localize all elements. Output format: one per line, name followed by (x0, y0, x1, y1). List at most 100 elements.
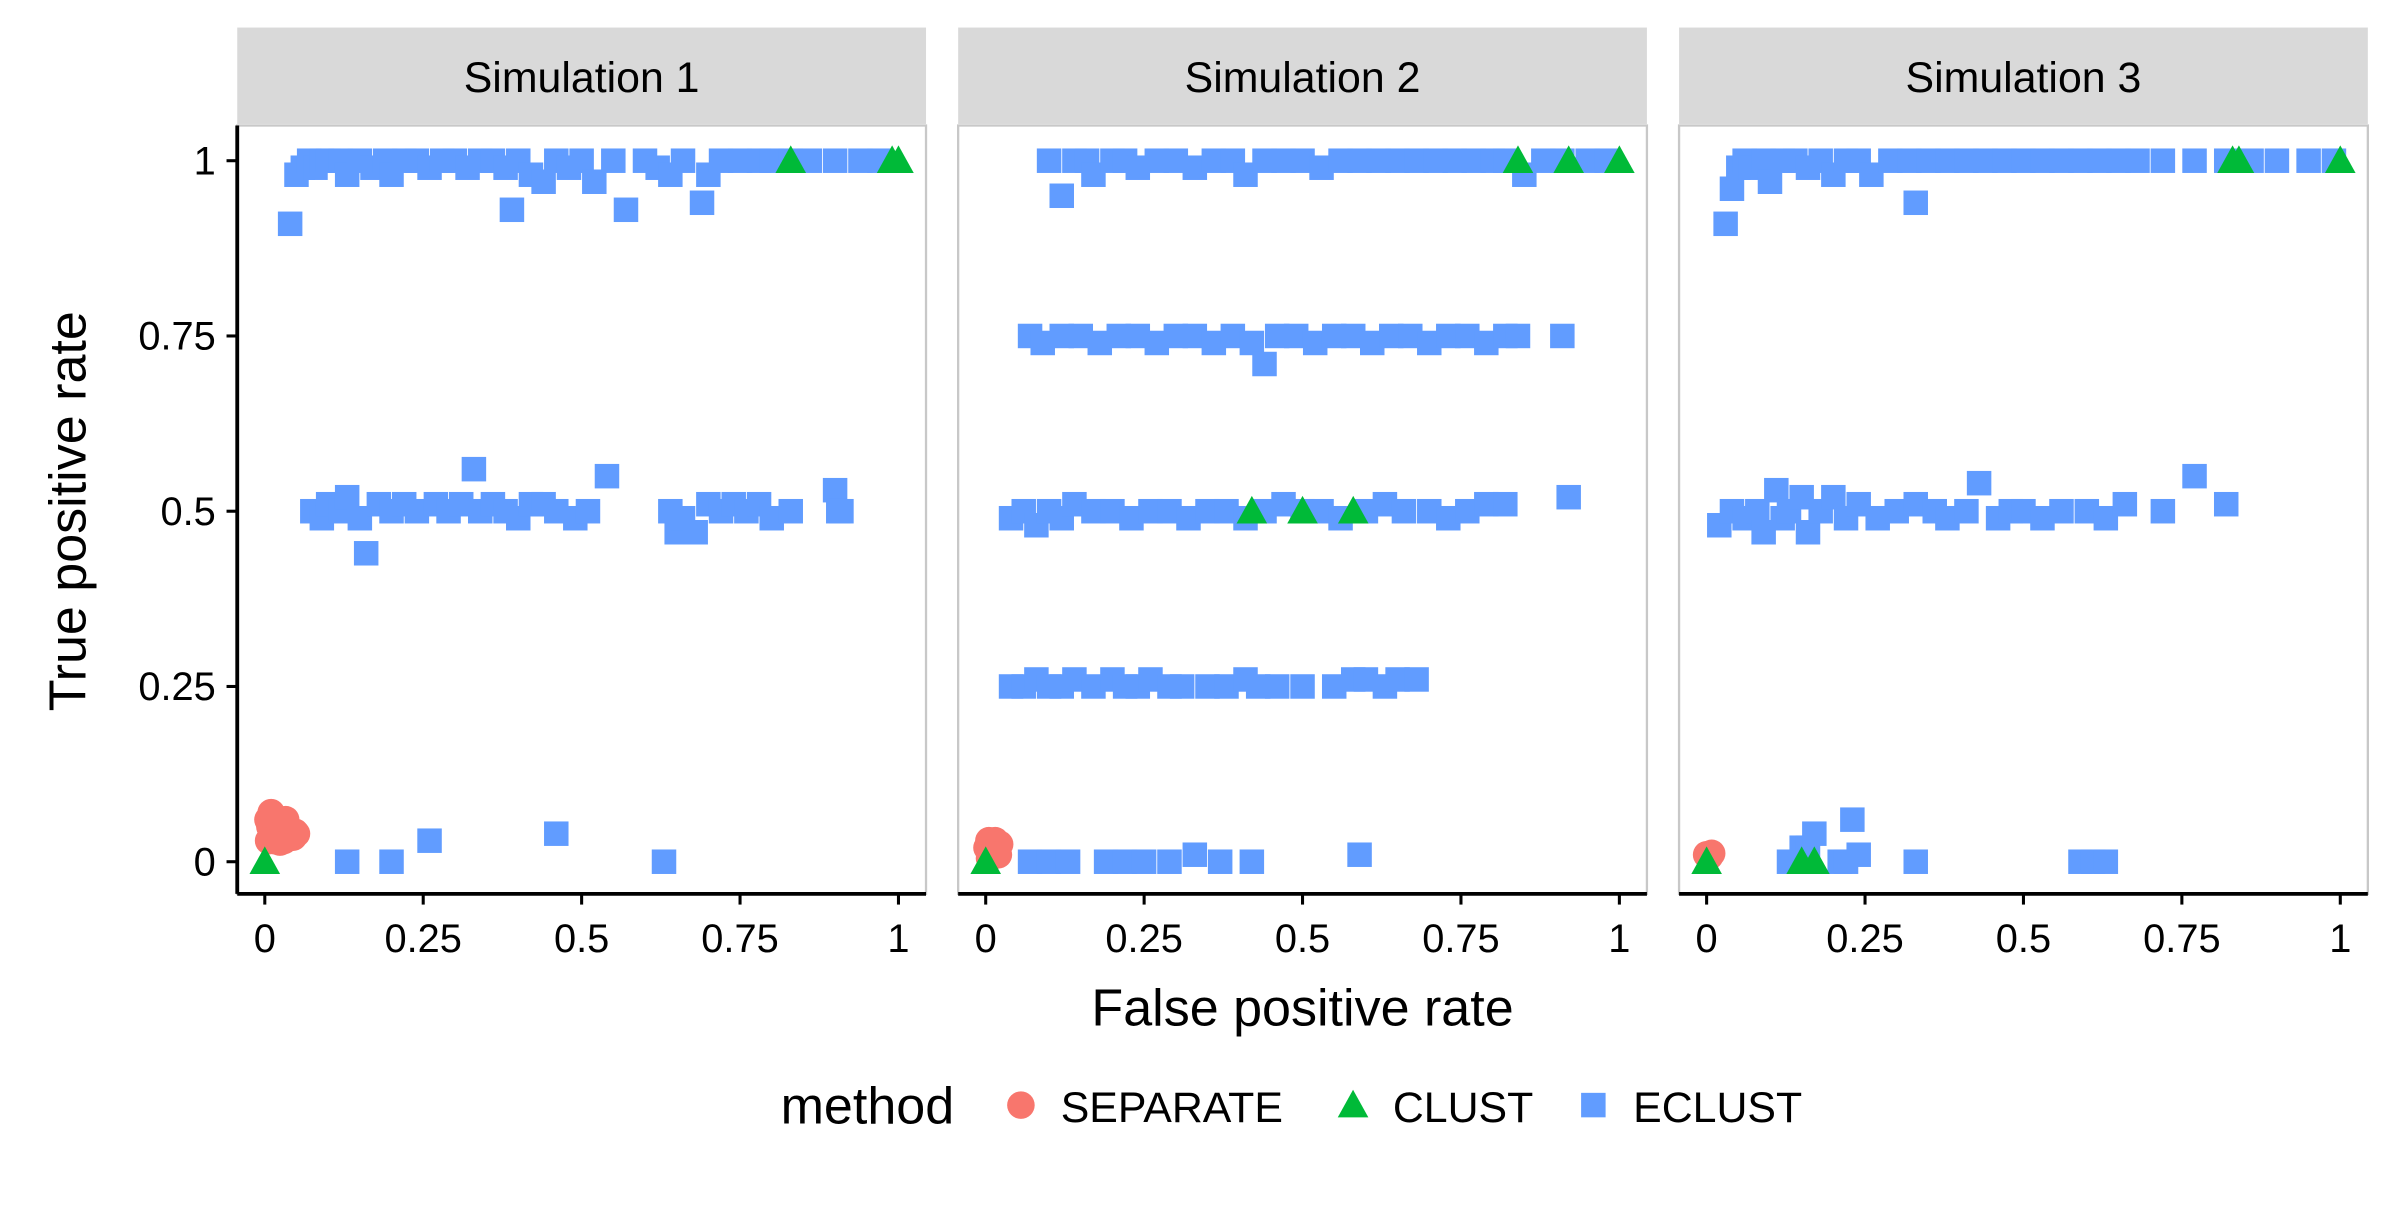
point-clust (1236, 495, 1268, 524)
point-eclust (2150, 498, 2176, 524)
point-eclust (683, 520, 708, 545)
point-eclust (1239, 849, 1265, 874)
series-clust (1691, 145, 2356, 874)
legend-title: method (781, 1077, 955, 1135)
legend-label: SEPARATE (1061, 1084, 1283, 1132)
point-eclust (778, 498, 803, 524)
legend-key-eclust (1581, 1092, 1606, 1118)
point-eclust (1055, 849, 1081, 874)
point-eclust (689, 190, 715, 216)
point-eclust (1404, 667, 1429, 692)
point-eclust (2213, 491, 2239, 517)
panel-1: Simulation 1 0 0.25 0.5 0.75 1 0 0.25 0.5 0.75 1 (138, 27, 928, 961)
point-clust (1337, 495, 1369, 524)
point-eclust (1264, 674, 1290, 699)
panel-2: Simulation 2 0 0.25 0.5 0.75 1 (957, 27, 1649, 961)
point-eclust (1556, 484, 1581, 510)
point-eclust (1764, 477, 1789, 503)
point-eclust (2296, 148, 2321, 173)
point-clust (1799, 846, 1830, 874)
point-eclust (601, 148, 626, 173)
x-tick-label: 0.5 (1275, 917, 1330, 961)
point-eclust (613, 197, 639, 223)
point-eclust (822, 148, 848, 173)
point-clust (1604, 145, 1635, 173)
point-eclust (1713, 211, 1738, 237)
y-tick-label: 0.5 (161, 490, 216, 534)
point-eclust (499, 197, 525, 223)
point-separate (271, 805, 300, 834)
point-clust (876, 145, 908, 173)
point-clust (249, 846, 281, 874)
legend-label: ECLUST (1633, 1084, 1802, 1132)
point-eclust (822, 477, 848, 503)
x-tick-label: 0.25 (384, 917, 461, 961)
point-eclust (1966, 470, 1992, 496)
point-eclust (1757, 169, 1783, 194)
point-clust (2324, 145, 2356, 173)
point-separate (266, 828, 294, 856)
legend-key-clust (1337, 1089, 1369, 1118)
point-eclust (1745, 498, 1770, 524)
point-eclust (829, 498, 854, 524)
point-eclust (2125, 148, 2150, 173)
point-eclust (1131, 849, 1157, 874)
point-eclust (1903, 190, 1928, 216)
y-tick-label: 0 (194, 841, 216, 885)
point-eclust (379, 849, 404, 874)
facet-label: Simulation 1 (464, 54, 700, 102)
point-eclust (1239, 330, 1265, 356)
point-eclust (1493, 491, 1518, 517)
legend-key-separate (1007, 1091, 1035, 1119)
point-eclust (582, 169, 607, 194)
point-eclust (1347, 842, 1372, 867)
point-eclust (277, 211, 303, 237)
point-eclust (569, 148, 594, 173)
facet-label: Simulation 3 (1906, 54, 2142, 102)
facet-strip (958, 27, 1647, 124)
point-clust (1553, 145, 1584, 173)
point-eclust (1036, 148, 1062, 173)
legend-item-clust: CLUST (1337, 1084, 1533, 1132)
point-clust (775, 145, 807, 173)
point-eclust (417, 828, 442, 853)
point-eclust (1846, 842, 1871, 867)
point-eclust (1802, 821, 1827, 846)
point-eclust (334, 484, 360, 510)
x-axis-title: False positive rate (1091, 980, 1513, 1038)
x-tick-label: 1 (2329, 917, 2351, 961)
x-tick-label: 0.5 (554, 917, 609, 961)
point-eclust (1821, 484, 1846, 510)
x-tick-label: 0.5 (1996, 917, 2051, 961)
point-clust (970, 846, 1002, 874)
point-eclust (1049, 183, 1074, 209)
series-eclust (277, 148, 892, 874)
point-eclust (1840, 807, 1865, 832)
point-eclust (2049, 498, 2074, 524)
point-eclust (1290, 674, 1315, 699)
point-eclust (1157, 849, 1182, 874)
point-eclust (1207, 849, 1233, 874)
point-eclust (651, 849, 677, 874)
point-clust (1502, 145, 1534, 173)
point-eclust (1903, 849, 1928, 874)
facet-strip (1679, 27, 2368, 124)
legend-item-eclust: ECLUST (1581, 1084, 1802, 1132)
y-axis-title: True positive rate (40, 311, 98, 711)
series-clust (249, 145, 914, 874)
point-eclust (2182, 463, 2207, 489)
x-tick-label: 0.25 (1105, 917, 1182, 961)
point-eclust (1719, 176, 1745, 201)
x-tick-label: 0.75 (701, 917, 778, 961)
point-eclust (2182, 148, 2207, 173)
panel-3: Simulation 3 0 0.25 0.5 0.75 1 (1677, 27, 2369, 961)
point-eclust (2150, 148, 2176, 173)
y-tick-label: 0.25 (138, 665, 215, 709)
x-tick-label: 0 (975, 917, 997, 961)
point-eclust (575, 498, 601, 524)
point-eclust (1550, 323, 1575, 349)
point-eclust (594, 463, 620, 489)
